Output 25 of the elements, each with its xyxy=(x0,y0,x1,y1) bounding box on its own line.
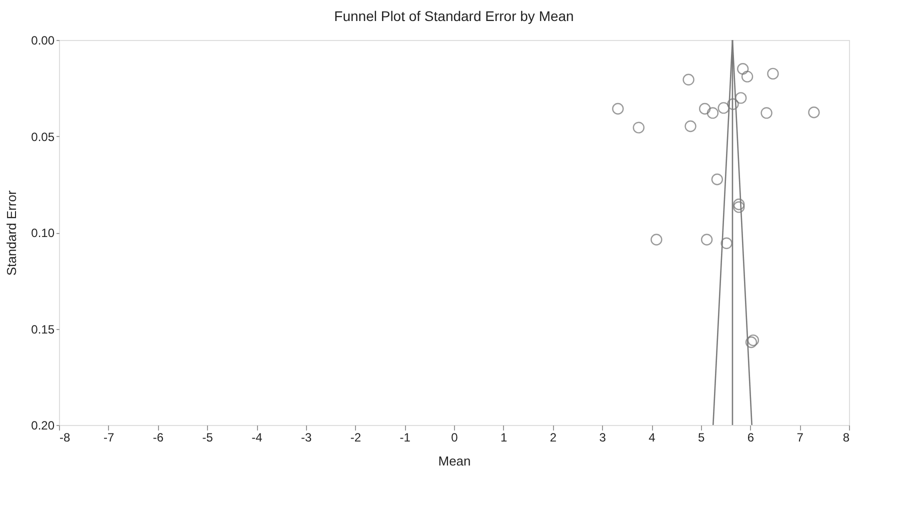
chart-title: Funnel Plot of Standard Error by Mean xyxy=(334,8,574,24)
x-tick-label: -7 xyxy=(104,430,115,444)
x-tick-label: 6 xyxy=(747,430,754,444)
x-tick-label: 8 xyxy=(842,430,850,444)
y-tick-label: 0.20 xyxy=(31,418,55,432)
x-tick-label: 4 xyxy=(648,430,656,444)
x-axis-title: Mean xyxy=(438,454,471,468)
y-tick-label: 0.00 xyxy=(31,34,55,48)
y-tick-label: 0.10 xyxy=(31,226,55,240)
x-tick-label: -5 xyxy=(202,430,214,444)
x-tick-label: -6 xyxy=(152,430,164,444)
x-tick-label: 2 xyxy=(550,430,557,444)
y-tick-label: 0.15 xyxy=(31,322,55,336)
x-tick-label: -1 xyxy=(400,430,411,444)
x-tick-label: 5 xyxy=(698,430,706,444)
x-tick-label: -3 xyxy=(301,430,312,444)
x-tick-label: 3 xyxy=(599,430,606,444)
x-tick-label: -4 xyxy=(252,430,263,444)
x-tick-label: -2 xyxy=(350,430,362,444)
x-tick-label: -8 xyxy=(60,430,70,444)
x-tick-label: 1 xyxy=(500,430,508,444)
y-tick-label: 0.05 xyxy=(31,130,55,144)
x-tick-label: 0 xyxy=(451,430,458,444)
y-axis-title: Standard Error xyxy=(4,190,20,276)
x-tick-label: 7 xyxy=(796,430,804,444)
